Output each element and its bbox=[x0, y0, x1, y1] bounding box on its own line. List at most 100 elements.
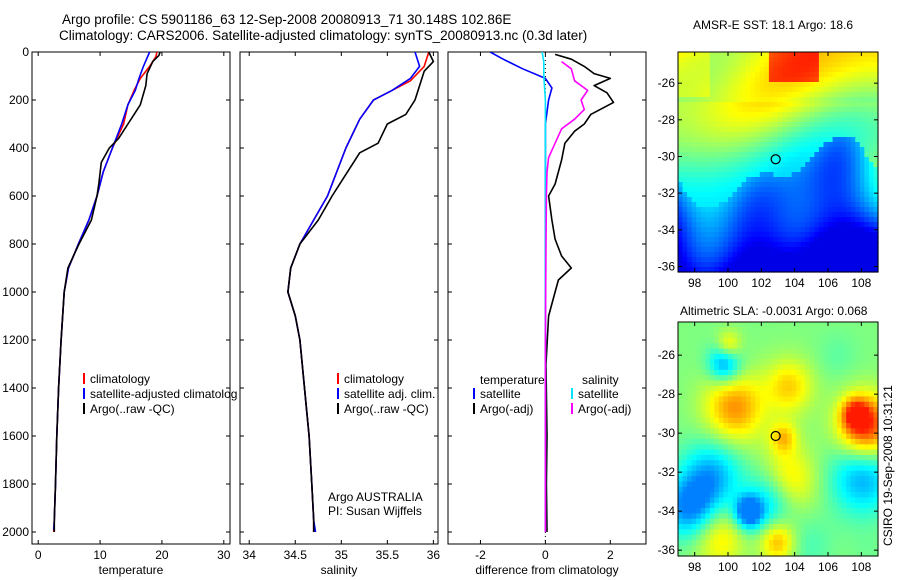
map-cell bbox=[709, 182, 715, 188]
map-cell bbox=[750, 122, 756, 128]
map-cell bbox=[832, 202, 838, 208]
map-cell bbox=[814, 82, 820, 88]
map-cell bbox=[837, 439, 843, 445]
map-cell bbox=[750, 72, 756, 78]
map-cell bbox=[846, 412, 852, 419]
map-cell bbox=[737, 212, 743, 218]
map-cell bbox=[687, 232, 693, 238]
map-cell bbox=[678, 232, 684, 238]
map-cell bbox=[718, 192, 725, 198]
map-cell bbox=[850, 247, 856, 253]
map-cell bbox=[678, 67, 684, 73]
map-cell bbox=[837, 337, 843, 344]
map-cell bbox=[691, 359, 697, 366]
map-cell bbox=[873, 444, 879, 451]
map-cell bbox=[718, 72, 725, 78]
map-cell bbox=[814, 540, 820, 546]
map-cell bbox=[805, 502, 811, 509]
map-cell bbox=[682, 322, 688, 328]
map-cell bbox=[728, 369, 734, 376]
map-cell bbox=[814, 497, 820, 504]
map-cell bbox=[778, 187, 784, 193]
map-cell bbox=[868, 207, 875, 213]
map-cell bbox=[709, 481, 715, 488]
map-cell bbox=[864, 257, 870, 263]
map-cell bbox=[723, 112, 729, 118]
map-cell bbox=[728, 375, 734, 382]
map-cell bbox=[773, 92, 779, 98]
map-cell bbox=[691, 72, 697, 78]
map-cell bbox=[737, 545, 743, 552]
map-cell bbox=[773, 401, 779, 408]
map-cell bbox=[696, 237, 702, 243]
map-cell bbox=[759, 343, 765, 350]
map-cell bbox=[796, 327, 802, 334]
map-cell bbox=[741, 412, 747, 419]
map-cell bbox=[764, 102, 770, 108]
map-cell bbox=[800, 497, 806, 504]
map-cell bbox=[737, 529, 743, 536]
map-cell bbox=[873, 262, 879, 268]
map-cell bbox=[859, 157, 865, 163]
map-cell bbox=[818, 187, 825, 193]
map-cell bbox=[759, 82, 765, 88]
map-cell bbox=[805, 481, 811, 488]
map-cell bbox=[787, 72, 793, 78]
map-cell bbox=[750, 237, 756, 243]
map-cell bbox=[678, 252, 684, 258]
map-cell bbox=[700, 513, 706, 520]
map-cell bbox=[737, 369, 743, 376]
map-cell bbox=[687, 127, 693, 133]
map-cell bbox=[800, 545, 806, 552]
map-cell bbox=[759, 470, 765, 477]
map-cell bbox=[796, 465, 802, 472]
map-cell bbox=[768, 492, 775, 499]
map-cell bbox=[691, 107, 697, 113]
annotation-text: Argo AUSTRALIA bbox=[328, 490, 423, 504]
map-cell bbox=[755, 237, 761, 243]
map-cell bbox=[755, 369, 761, 376]
map-cell bbox=[705, 449, 711, 456]
map-cell bbox=[746, 247, 752, 253]
map-cell bbox=[832, 396, 838, 403]
map-cell bbox=[682, 391, 688, 398]
map-cell bbox=[759, 375, 765, 382]
map-cell bbox=[682, 465, 688, 472]
map-cell bbox=[850, 343, 856, 350]
map-cell bbox=[846, 433, 852, 440]
map-cell bbox=[823, 444, 829, 451]
map-cell bbox=[705, 460, 711, 467]
map-cell bbox=[796, 470, 802, 477]
map-cell bbox=[696, 257, 702, 263]
map-cell bbox=[850, 257, 856, 263]
map-cell bbox=[678, 182, 684, 188]
map-cell bbox=[700, 237, 706, 243]
map-cell bbox=[700, 470, 706, 477]
map-cell bbox=[782, 67, 788, 73]
map-cell bbox=[859, 177, 865, 183]
map-cell bbox=[759, 364, 765, 371]
map-cell bbox=[773, 502, 779, 509]
map-cell bbox=[823, 497, 829, 504]
map-cell bbox=[814, 167, 820, 173]
map-cell bbox=[700, 460, 706, 467]
map-cell bbox=[787, 192, 793, 198]
map-cell bbox=[696, 513, 702, 520]
map-cell bbox=[837, 423, 843, 429]
map-cell bbox=[832, 529, 838, 536]
map-cell bbox=[823, 217, 829, 223]
map-cell bbox=[750, 449, 756, 456]
map-cell bbox=[700, 492, 706, 499]
map-cell bbox=[778, 197, 784, 203]
map-cell bbox=[718, 380, 725, 387]
map-cell bbox=[718, 502, 725, 509]
map-cell bbox=[778, 380, 784, 387]
map-cell bbox=[837, 534, 843, 541]
map-cell bbox=[828, 380, 834, 387]
map-cell bbox=[718, 444, 725, 451]
map-cell bbox=[705, 540, 711, 546]
map-cell bbox=[773, 391, 779, 398]
x-axis-label: salinity bbox=[321, 563, 358, 577]
map-cell bbox=[687, 481, 693, 488]
